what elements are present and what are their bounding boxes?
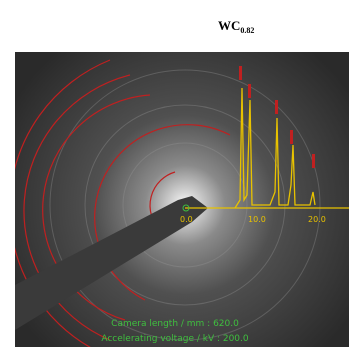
axis-label: 0.0: [180, 215, 193, 224]
axis-label: 20.0: [308, 215, 326, 224]
title-main: WC: [218, 18, 240, 33]
info-line: Camera length / mm : 620.0: [111, 319, 239, 329]
title: WC0.82: [218, 18, 254, 35]
title-sub: 0.82: [240, 26, 254, 35]
figure: WC0.82 0.0 10.0 20.0 Camera length / mm …: [0, 0, 361, 347]
axis-label: 10.0: [248, 215, 266, 224]
info-line: Accelerating voltage / kV : 200.0: [101, 334, 249, 344]
diffraction-image: 0.0 10.0 20.0 Camera length / mm : 620.0…: [10, 52, 349, 347]
